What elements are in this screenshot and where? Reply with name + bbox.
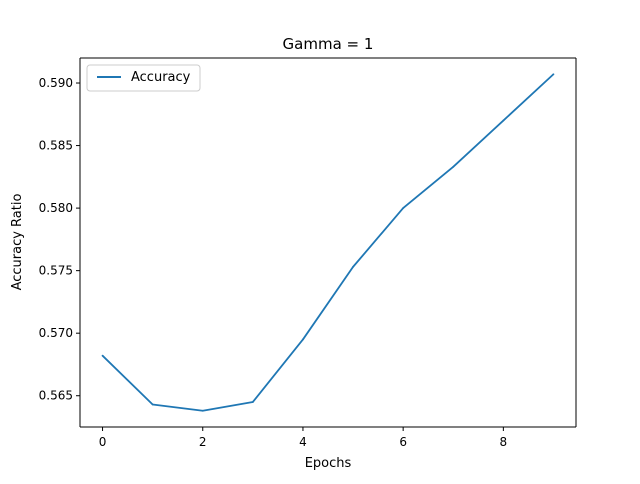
y-axis: 0.565 0.570 0.575 0.580 0.585 0.590 (39, 76, 80, 403)
legend-label-accuracy: Accuracy (131, 70, 191, 85)
y-tick-label: 0.570 (39, 326, 73, 340)
plot-frame (79, 57, 577, 428)
data-point (151, 403, 154, 406)
chart-title: Gamma = 1 (283, 35, 374, 53)
data-point (452, 165, 455, 168)
data-point (402, 207, 405, 210)
data-point (552, 73, 555, 76)
legend: Accuracy (86, 64, 201, 92)
y-tick-label: 0.585 (39, 139, 73, 153)
data-point (251, 401, 254, 403)
y-tick-label: 0.575 (39, 264, 73, 278)
y-tick-label: 0.565 (39, 389, 73, 403)
series-line-accuracy (101, 73, 555, 412)
data-point (502, 119, 505, 122)
plot-background (80, 58, 576, 427)
x-tick-label: 8 (500, 435, 508, 449)
x-tick-label: 4 (299, 435, 307, 449)
data-point (101, 354, 104, 357)
series-layer (101, 73, 555, 412)
x-tick-label: 2 (199, 435, 207, 449)
data-point (302, 338, 304, 341)
y-axis-label: Accuracy Ratio (10, 194, 25, 291)
x-tick-label: 0 (99, 435, 107, 449)
x-axis: 0 2 4 6 8 (99, 427, 507, 449)
y-tick-label: 0.590 (39, 76, 73, 90)
plot-area (80, 58, 576, 427)
x-axis-label: Epochs (305, 456, 352, 471)
y-tick-label: 0.580 (39, 201, 73, 215)
x-tick-label: 6 (399, 435, 407, 449)
legend-box (86, 64, 201, 92)
data-point (352, 265, 354, 268)
data-point (201, 409, 204, 412)
